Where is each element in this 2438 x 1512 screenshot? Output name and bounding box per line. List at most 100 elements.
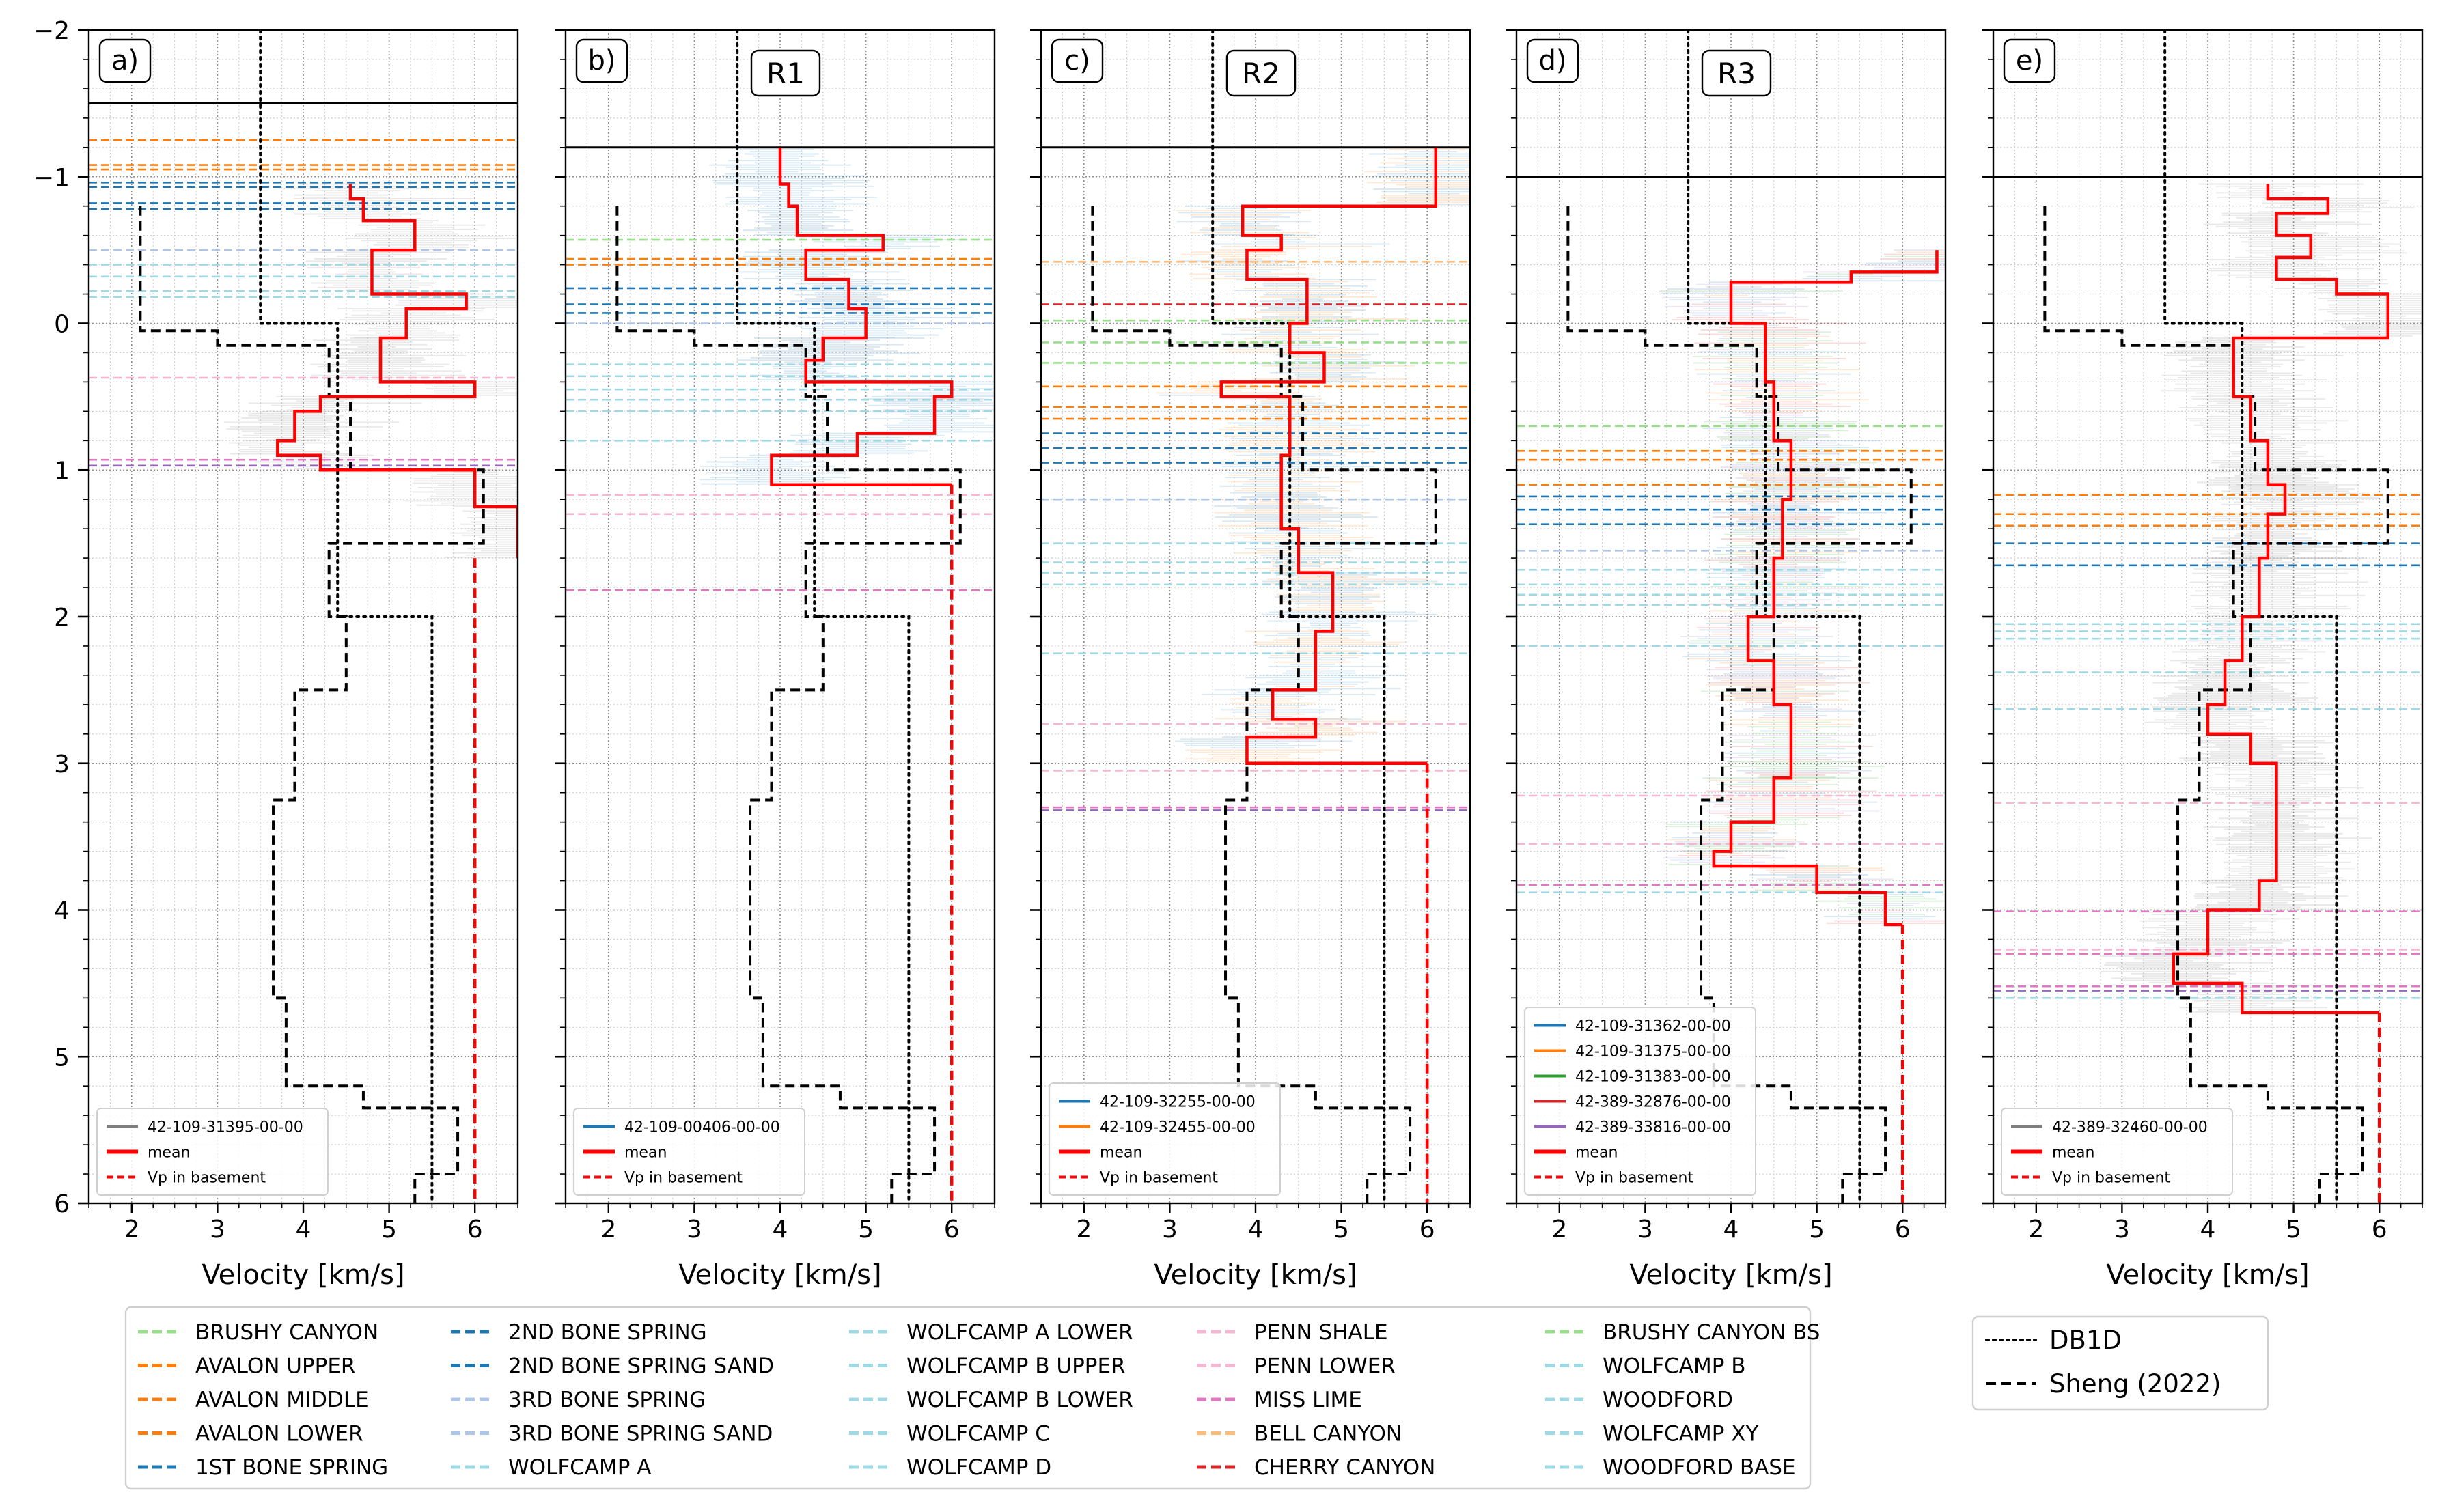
panel-plot-area bbox=[1993, 30, 2422, 1203]
region-label-text: R1 bbox=[766, 57, 805, 90]
panel-label: d) bbox=[1526, 38, 1579, 83]
panel-c: 2 3 4 5 6 Velocity [km/s] c) R2 42-109-32255-00-… bbox=[1030, 29, 1471, 1291]
region-label: R2 bbox=[1225, 49, 1297, 97]
x-axis-label: Velocity [km/s] bbox=[1629, 1259, 1832, 1291]
x-tick-label: 4 bbox=[2200, 1216, 2216, 1244]
panel-label-text: e) bbox=[2016, 45, 2043, 76]
x-axis-label: Velocity [km/s] bbox=[1154, 1259, 1357, 1291]
legend-well-label: 42-389-32460-00-00 bbox=[2052, 1119, 2208, 1136]
region-label-text: R3 bbox=[1717, 57, 1756, 90]
region-label: R1 bbox=[750, 49, 821, 97]
panel-label-box bbox=[1051, 38, 1104, 83]
panel-legend-box bbox=[2001, 1108, 2233, 1196]
x-tick-label: 4 bbox=[773, 1216, 788, 1244]
y-tick-label: 5 bbox=[54, 1044, 70, 1072]
legend-well-label: 42-109-00406-00-00 bbox=[624, 1119, 780, 1136]
panel-legend: 42-389-32460-00-00 mean Vp in basement bbox=[2001, 1108, 2233, 1196]
panel-b: 2 3 4 5 6 Velocity [km/s] b) R1 42-109-00406-00-… bbox=[555, 29, 996, 1291]
legend-mean-label: mean bbox=[1575, 1145, 1618, 1162]
panel-label-text: a) bbox=[111, 45, 139, 76]
x-tick-label: 3 bbox=[210, 1216, 225, 1244]
formation-legend-label: 2ND BONE SPRING bbox=[508, 1320, 707, 1345]
panel-legend: 42-109-32255-00-00 42-109-32455-00-00 mean… bbox=[1049, 1082, 1281, 1196]
formation-legend-label: WOLFCAMP D bbox=[906, 1455, 1051, 1480]
legend-well-label: 42-109-32455-00-00 bbox=[1100, 1119, 1256, 1136]
x-axis-label: Velocity [km/s] bbox=[678, 1259, 881, 1291]
x-tick-label: 4 bbox=[1723, 1216, 1739, 1244]
y-tick-label: 3 bbox=[54, 751, 70, 779]
db1d-line bbox=[1687, 30, 1861, 1203]
legend-mean-label: mean bbox=[148, 1145, 190, 1162]
legend-well-label: 42-109-31383-00-00 bbox=[1575, 1069, 1731, 1086]
panel-label-text: c) bbox=[1064, 45, 1090, 76]
panel-plot-area bbox=[1041, 30, 1470, 1203]
x-tick-label: 3 bbox=[2114, 1216, 2130, 1244]
panel-legend: 42-109-31362-00-00 42-109-31375-00-00 42-1… bbox=[1524, 1007, 1756, 1196]
sheng2022-line bbox=[1091, 206, 1437, 1203]
mean-profile-line bbox=[1219, 147, 1438, 765]
y-tick-label: −1 bbox=[33, 164, 70, 192]
x-tick-label: 5 bbox=[381, 1216, 397, 1244]
y-tick-label: 4 bbox=[54, 897, 70, 925]
formation-legend-label: WOLFCAMP B bbox=[1603, 1354, 1746, 1379]
legend-well-label: 42-109-31362-00-00 bbox=[1575, 1018, 1731, 1035]
x-tick-label: 2 bbox=[2028, 1216, 2044, 1244]
x-tick-label: 5 bbox=[2286, 1216, 2301, 1244]
x-tick-label: 2 bbox=[124, 1216, 139, 1244]
panel-label: a) bbox=[98, 38, 152, 83]
panel-legend: 42-109-31395-00-00 mean Vp in basement bbox=[96, 1108, 329, 1196]
formation-legend-label: PENN SHALE bbox=[1254, 1320, 1388, 1345]
formation-legend-label: WOLFCAMP A LOWER bbox=[906, 1320, 1133, 1345]
panel-label: e) bbox=[2003, 38, 2056, 83]
db1d-line bbox=[736, 30, 911, 1203]
x-tick-label: 6 bbox=[944, 1216, 960, 1244]
x-tick-label: 3 bbox=[1162, 1216, 1178, 1244]
x-tick-label: 4 bbox=[296, 1216, 311, 1244]
panel-label-text: d) bbox=[1539, 45, 1567, 76]
x-tick-label: 4 bbox=[1248, 1216, 1264, 1244]
panel-legend: 42-109-00406-00-00 mean Vp in basement bbox=[573, 1108, 805, 1196]
legend-mean-label: mean bbox=[624, 1145, 667, 1162]
db1d-line bbox=[2163, 30, 2338, 1203]
x-axis-label: Velocity [km/s] bbox=[2106, 1259, 2309, 1291]
panel-legend-box bbox=[1049, 1082, 1281, 1196]
formation-legend-label: AVALON MIDDLE bbox=[195, 1388, 369, 1412]
mean-profile-line bbox=[2172, 184, 2390, 1015]
x-tick-label: 5 bbox=[1333, 1216, 1349, 1244]
region-label-text: R2 bbox=[1242, 57, 1280, 90]
panel-label-box bbox=[575, 38, 628, 83]
formation-legend-label: PENN LOWER bbox=[1254, 1354, 1396, 1379]
legend-basement-label: Vp in basement bbox=[1100, 1170, 1218, 1187]
panel-label: c) bbox=[1051, 38, 1104, 83]
formation-legend-label: CHERRY CANYON bbox=[1254, 1455, 1435, 1480]
formation-legend-label: 3RD BONE SPRING SAND bbox=[508, 1422, 773, 1446]
panel-label-text: b) bbox=[588, 45, 616, 76]
panel-d: 2 3 4 5 6 Velocity [km/s] d) R3 42-109-31362-00-… bbox=[1506, 29, 1947, 1291]
x-tick-label: 2 bbox=[1076, 1216, 1092, 1244]
sheng2022-line bbox=[615, 206, 962, 1203]
legend-basement-label: Vp in basement bbox=[148, 1170, 266, 1187]
db1d-line bbox=[1211, 30, 1386, 1203]
legend-well-label: 42-389-33816-00-00 bbox=[1575, 1119, 1731, 1136]
region-label-box bbox=[1701, 49, 1772, 97]
sheng2022-line bbox=[1566, 206, 1913, 1203]
formation-legend-label: MISS LIME bbox=[1254, 1388, 1362, 1412]
panel-a: 2 3 4 5 6 Velocity [km/s] −2 −1 0 1 2 3 4 5 6 a) 42-109-… bbox=[33, 17, 519, 1291]
x-tick-label: 6 bbox=[1419, 1216, 1435, 1244]
x-tick-label: 6 bbox=[467, 1216, 483, 1244]
formation-legend-label: WOLFCAMP A bbox=[508, 1455, 652, 1480]
formation-legend-label: BELL CANYON bbox=[1254, 1422, 1402, 1446]
model-legend: DB1D Sheng (2022) bbox=[1971, 1315, 2269, 1411]
mean-profile-line bbox=[276, 184, 518, 559]
formation-legend-label: WOLFCAMP XY bbox=[1603, 1422, 1759, 1446]
region-label-box bbox=[1225, 49, 1297, 97]
x-tick-label: 2 bbox=[600, 1216, 616, 1244]
legend-well-label: 42-109-31395-00-00 bbox=[148, 1119, 303, 1136]
x-tick-label: 2 bbox=[1551, 1216, 1567, 1244]
legend-mean-label: mean bbox=[1100, 1145, 1142, 1162]
db1d-line bbox=[259, 30, 434, 1203]
legend-well-label: 42-109-32255-00-00 bbox=[1100, 1094, 1256, 1111]
formation-legend-label: 3RD BONE SPRING bbox=[508, 1388, 706, 1412]
